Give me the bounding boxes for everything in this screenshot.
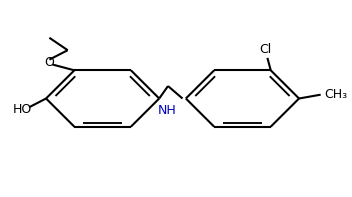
Text: HO: HO: [13, 103, 32, 116]
Text: Cl: Cl: [260, 43, 272, 56]
Text: NH: NH: [158, 104, 177, 117]
Text: CH₃: CH₃: [324, 88, 347, 101]
Text: O: O: [44, 56, 54, 69]
